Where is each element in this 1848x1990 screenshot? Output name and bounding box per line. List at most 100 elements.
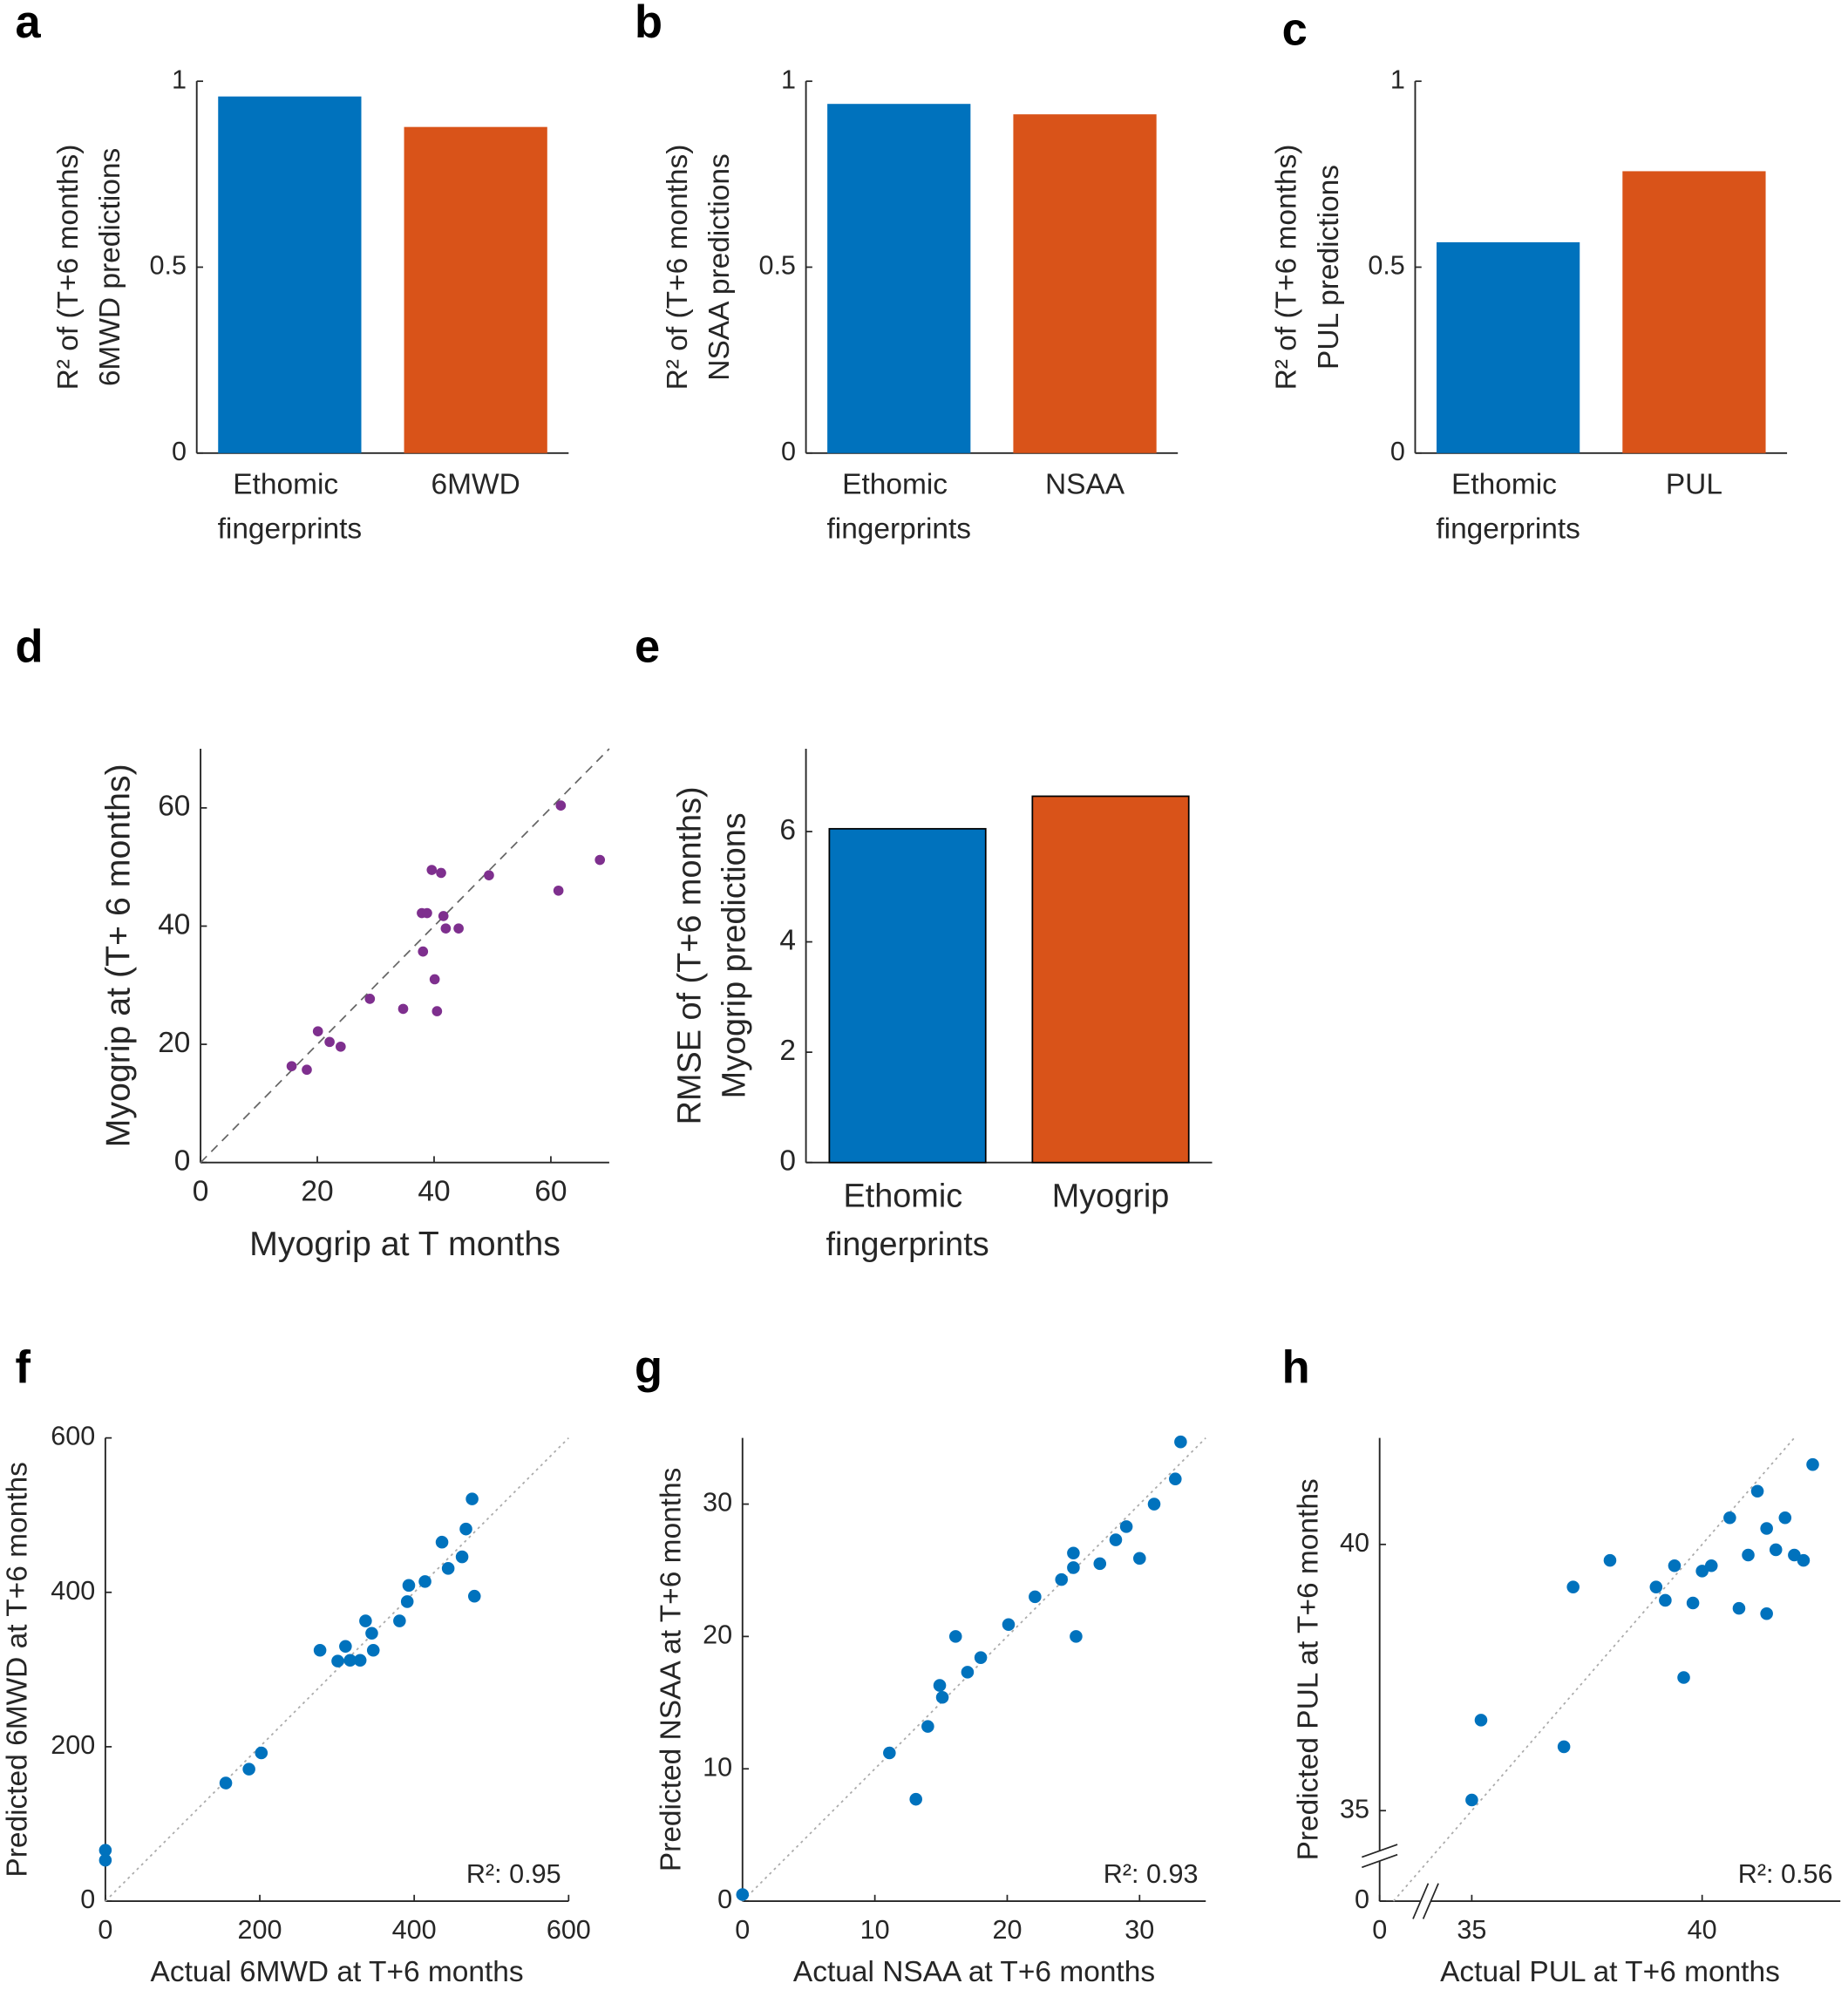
category-label-line: fingerprints [826,513,971,545]
point [1704,1559,1718,1572]
identity-line [1392,1437,1796,1902]
point [440,923,452,934]
point [435,1535,449,1549]
x-tick-label: 0 [735,1915,750,1945]
category-label: Myogrip [1052,1178,1170,1214]
point [1788,1548,1801,1562]
point [974,1651,988,1664]
x-tick-label: 35 [1457,1915,1486,1945]
point [343,1654,357,1667]
point [553,885,564,896]
y-axis-label: PUL predictions [1313,165,1345,370]
point [1474,1714,1488,1727]
panel-letter: f [16,1342,31,1393]
category-label-line: fingerprints [1436,513,1580,545]
y-tick-label: 0 [1390,437,1405,466]
point [331,1654,344,1667]
point [1742,1548,1755,1562]
point [353,1654,367,1667]
point [1649,1580,1663,1593]
x-tick-label: 20 [301,1175,333,1207]
point [1147,1498,1161,1511]
y-tick-label: 40 [158,908,190,941]
category-label-line: Ethomic [1451,468,1565,500]
x-axis-label: Actual PUL at T+6 months [1440,1956,1780,1988]
x-tick-label: 0 [1372,1915,1387,1945]
y-axis-label: 6MWD predictions [94,148,126,386]
bar [1013,114,1157,453]
break-mark [1412,1883,1430,1919]
y-tick-label: 6 [779,814,796,846]
point [484,870,494,880]
point [1797,1553,1811,1567]
point [736,1888,750,1901]
point [1566,1580,1580,1593]
x-axis-label: Actual NSAA at T+6 months [793,1956,1155,1988]
y-axis-label: Myogrip predictions [717,812,753,1098]
point [1067,1546,1080,1560]
category-label: 6MWD [431,468,520,500]
y-tick-label: 0.5 [758,251,795,281]
point [1723,1511,1736,1525]
point [359,1614,372,1627]
y-tick-label: 0.5 [150,251,187,281]
point [935,1690,949,1704]
point [961,1666,975,1679]
bar [404,126,547,453]
point [1750,1484,1764,1498]
y-tick-label: 0 [717,1885,732,1914]
y-tick-label: 0 [1355,1885,1369,1914]
point [312,1026,323,1036]
point [1067,1561,1080,1574]
y-tick-label: 0 [80,1885,95,1914]
y-tick-label: 600 [51,1422,95,1451]
y-tick-label: 20 [158,1027,190,1059]
point [339,1640,352,1654]
point [948,1630,962,1643]
x-axis-label: Actual 6MWD at T+6 months [151,1956,524,1988]
category-label: Ethomic fingerprints [1436,468,1580,545]
point [1055,1572,1069,1586]
point [99,1853,112,1867]
y-tick-label: 1 [781,65,796,94]
bar [1622,171,1766,453]
point [242,1762,255,1776]
point [1760,1522,1773,1535]
point [1778,1511,1792,1525]
point [555,800,567,811]
y-tick-label: 20 [703,1620,732,1649]
point [1732,1601,1746,1615]
point [286,1061,297,1071]
point [366,1643,380,1657]
category-label: Ethomic fingerprints [826,468,971,545]
point [441,1562,455,1575]
point [459,1522,472,1536]
annotation: R²: 0.95 [466,1859,561,1889]
point [302,1064,312,1076]
category-label: Ethomic fingerprints [218,468,363,545]
point [313,1643,327,1657]
x-tick-label: 20 [992,1915,1022,1945]
point [1465,1793,1478,1807]
point [422,907,432,919]
x-tick-label: 10 [860,1915,890,1945]
panel-letter: a [16,0,42,48]
y-tick-label: 0 [172,437,187,466]
bar [1437,241,1580,453]
panel-letter: b [635,0,662,48]
panel-letter: h [1282,1342,1310,1393]
category-label-line: Ethomic [842,468,955,500]
point [883,1746,896,1760]
y-tick-label: 30 [703,1488,732,1518]
identity-line [200,748,610,1164]
category-label-line: fingerprints [825,1226,989,1263]
y-tick-label: 0 [779,1145,796,1178]
x-axis-label: Myogrip at T months [249,1225,561,1263]
y-axis-label: NSAA predictions [703,153,736,380]
panel-letter: g [635,1342,662,1393]
point [455,1550,469,1564]
y-tick-label: 4 [779,924,796,956]
point [429,974,440,985]
x-tick-label: 0 [98,1915,112,1945]
